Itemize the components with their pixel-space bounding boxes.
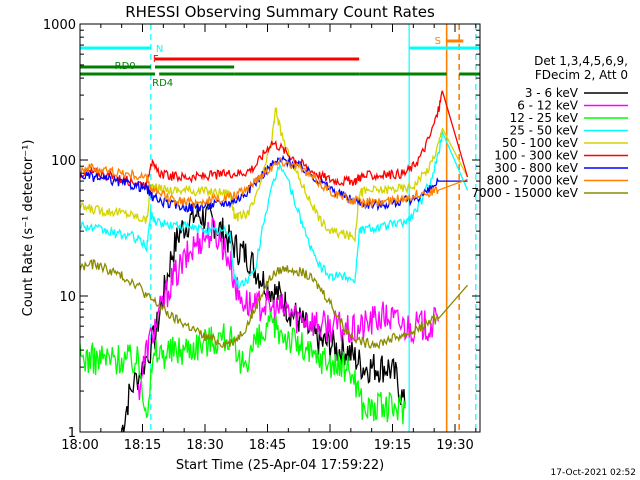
legend-label-300-800-kev: 300 - 800 keV: [494, 161, 578, 175]
series-line-100-300-kev: [80, 90, 469, 190]
chart-title: RHESSI Observing Summary Count Rates: [125, 3, 435, 21]
series-line-12-25-kev: [80, 311, 406, 425]
x-tick-label: 18:15: [124, 438, 161, 453]
y-tick-label: 10: [59, 290, 76, 305]
series-line-300-800-kev: [80, 154, 468, 213]
plot-frame: [79, 23, 481, 433]
y-tick-label: 1000: [43, 18, 76, 33]
y-tick-label: 1: [68, 426, 76, 441]
legend: Det 1,3,4,5,6,9, FDecim 2, Att 0 3 - 6 k…: [471, 54, 628, 200]
flag-label-rd4: RD4: [152, 78, 173, 89]
y-tick-label: 100: [51, 154, 76, 169]
series-line-6-12-kev: [137, 217, 439, 401]
legend-label-25-50-kev: 25 - 50 keV: [510, 124, 579, 138]
x-tick-label: 19:30: [436, 438, 473, 453]
footer-timestamp: 17-Oct-2021 02:52: [551, 468, 636, 478]
series-line-800-7000-kev: [80, 156, 468, 210]
series-line-50-100-kev: [80, 106, 469, 243]
y-axis-label: Count Rate (s⁻¹ detector⁻¹): [21, 140, 36, 317]
series-line-3-6-kev: [121, 202, 406, 432]
legend-header-line-1: Det 1,3,4,5,6,9,: [534, 54, 628, 68]
legend-label-800-7000-kev: 800 - 7000 keV: [487, 174, 579, 188]
x-tick-label: 18:00: [61, 438, 98, 453]
vertical-markers: [150, 24, 477, 432]
x-tick-label: 18:30: [186, 438, 223, 453]
observing-flags: NF S RD0 RD4: [80, 36, 480, 89]
x-tick-label: 19:15: [374, 438, 411, 453]
legend-header-line-2: FDecim 2, Att 0: [535, 68, 628, 82]
flag-label-s: S: [435, 36, 441, 47]
x-tick-label: 19:00: [311, 438, 348, 453]
legend-label-50-100-kev: 50 - 100 keV: [502, 136, 579, 150]
flag-label-f: F: [153, 54, 159, 65]
legend-label-7000-15000-kev: 7000 - 15000 keV: [471, 186, 578, 200]
x-axis: 18:00 18:15 18:30 18:45 19:00 19:15 19:30: [61, 24, 477, 453]
x-axis-label: Start Time (25-Apr-04 17:59:22): [176, 458, 384, 473]
legend-label-12-25-kev: 12 - 25 keV: [510, 111, 579, 125]
legend-label-100-300-kev: 100 - 300 keV: [494, 149, 578, 163]
legend-label-3-6-kev: 3 - 6 keV: [525, 86, 579, 100]
x-tick-label: 18:45: [249, 438, 286, 453]
flag-label-rd0: RD0: [115, 61, 136, 72]
series-lines: [80, 90, 469, 432]
legend-label-6-12-kev: 6 - 12 keV: [517, 99, 579, 113]
flag-label-n: N: [156, 44, 163, 55]
series-line-25-50-kev: [80, 129, 469, 289]
y-axis: 1 10 100 1000: [43, 18, 480, 441]
series-line-7000-15000-kev: [80, 259, 468, 350]
